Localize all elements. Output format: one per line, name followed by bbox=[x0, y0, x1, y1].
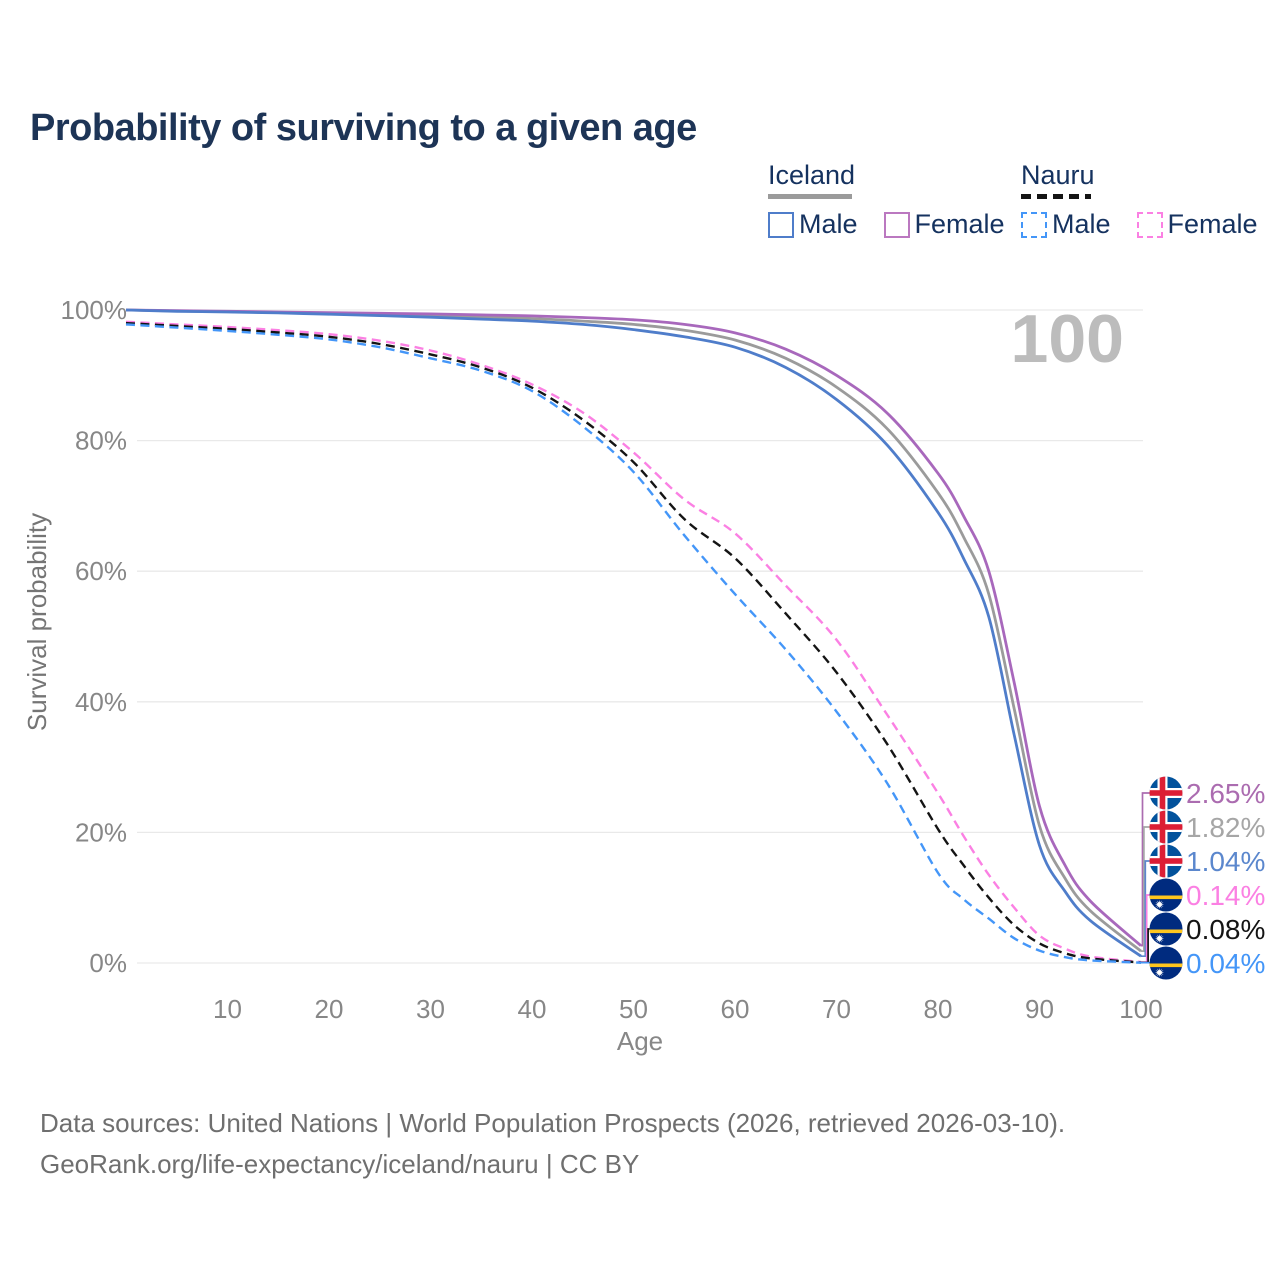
iceland-flag-icon bbox=[1149, 844, 1183, 878]
nauru-flag-icon bbox=[1149, 878, 1183, 912]
y-tick-label: 40% bbox=[75, 687, 127, 717]
end-label-connector bbox=[1141, 792, 1150, 947]
page-title: Probability of surviving to a given age bbox=[30, 107, 697, 150]
end-value-label: 1.82% bbox=[1186, 812, 1265, 843]
legend-item-nauru-male[interactable]: Male bbox=[1021, 209, 1111, 240]
legend-item-iceland-male[interactable]: Male bbox=[768, 209, 858, 240]
legend-item-label: Male bbox=[799, 209, 858, 239]
nauru-flag-icon bbox=[1149, 946, 1183, 980]
y-tick-label: 60% bbox=[75, 556, 127, 586]
legend-underline-nauru-dashed bbox=[1021, 194, 1091, 199]
end-value-label: 0.08% bbox=[1186, 914, 1265, 945]
chart-footer: Data sources: United Nations | World Pop… bbox=[40, 1103, 1065, 1185]
y-tick-label: 0% bbox=[89, 948, 127, 978]
age-watermark: 100 bbox=[1011, 301, 1124, 377]
x-tick-label: 10 bbox=[213, 994, 242, 1024]
curve-iceland-female[interactable] bbox=[125, 308, 1142, 947]
iceland-flag-icon bbox=[1149, 810, 1183, 844]
end-value-label: 0.04% bbox=[1186, 948, 1265, 979]
y-axis-title: Survival probability bbox=[22, 513, 52, 731]
x-tick-label: 80 bbox=[924, 994, 953, 1024]
x-tick-label: 90 bbox=[1025, 994, 1054, 1024]
end-value-label: 1.04% bbox=[1186, 846, 1265, 877]
survival-probability-chart: 0% 20% 40% 60% 80% 100% 100 10 20 30 40 50 60 70 80 90 1… bbox=[22, 295, 1265, 1056]
x-tick-label: 20 bbox=[315, 994, 344, 1024]
x-tick-label: 50 bbox=[619, 994, 648, 1024]
x-tick-label: 30 bbox=[416, 994, 445, 1024]
end-value-label: 0.14% bbox=[1186, 880, 1265, 911]
x-tick-label: 70 bbox=[822, 994, 851, 1024]
iceland-female-swatch-icon bbox=[883, 211, 910, 238]
legend-header-iceland: Iceland bbox=[768, 160, 856, 190]
curve-nauru[interactable] bbox=[125, 321, 1142, 964]
y-tick-label: 20% bbox=[75, 817, 127, 847]
legend-group-iceland: Iceland Male Female bbox=[768, 160, 1005, 240]
nauru-female-swatch-icon bbox=[1136, 211, 1163, 238]
end-label-connector bbox=[1141, 826, 1150, 952]
legend-underline-iceland-solid bbox=[768, 194, 852, 199]
end-value-label: 2.65% bbox=[1186, 778, 1265, 809]
legend-group-nauru: Nauru Male Female bbox=[1021, 160, 1258, 240]
legend-item-iceland-female[interactable]: Female bbox=[883, 209, 1005, 240]
y-tick-label: 100% bbox=[61, 295, 128, 325]
data-sources-text: Data sources: United Nations | World Pop… bbox=[40, 1108, 1066, 1138]
nauru-flag-icon bbox=[1149, 912, 1183, 946]
x-tick-label: 60 bbox=[721, 994, 750, 1024]
curve-nauru-male[interactable] bbox=[125, 323, 1142, 964]
legend-header-nauru: Nauru bbox=[1021, 160, 1095, 190]
curve-iceland-male[interactable] bbox=[125, 308, 1142, 958]
x-tick-label: 40 bbox=[518, 994, 547, 1024]
source-url-text: GeoRank.org/life-expectancy/iceland/naur… bbox=[40, 1149, 640, 1179]
x-axis-title: Age bbox=[617, 1026, 663, 1056]
nauru-male-swatch-icon bbox=[1021, 211, 1047, 238]
curve-iceland[interactable] bbox=[125, 308, 1142, 953]
legend-item-nauru-female[interactable]: Female bbox=[1136, 209, 1258, 240]
iceland-flag-icon bbox=[1149, 776, 1183, 810]
chart-legend: Iceland Male Female Nauru Male Female bbox=[0, 160, 1280, 250]
end-label-connector bbox=[1141, 860, 1150, 958]
x-tick-label: 100 bbox=[1119, 994, 1162, 1024]
legend-item-label: Female bbox=[914, 209, 1005, 239]
curve-nauru-female[interactable] bbox=[125, 320, 1142, 964]
iceland-male-swatch-icon bbox=[768, 211, 794, 238]
legend-item-label: Female bbox=[1167, 209, 1258, 239]
legend-item-label: Male bbox=[1052, 209, 1111, 239]
y-tick-label: 80% bbox=[75, 426, 127, 456]
